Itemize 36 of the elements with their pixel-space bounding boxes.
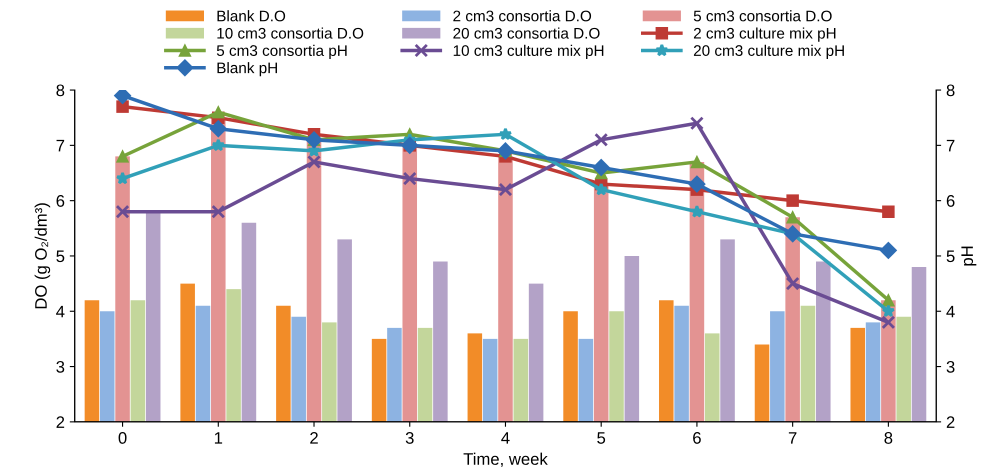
legend-label: 10 cm3 culture mix pH <box>454 44 604 60</box>
y2-tick-label: 6 <box>946 195 954 207</box>
y2-tick-label: 7 <box>946 140 954 152</box>
x-tick-label: 6 <box>693 432 701 444</box>
legend-label: 2 cm3 consortia D.O <box>453 10 592 22</box>
y-tick-label: 8 <box>56 84 64 96</box>
y2-tick-label: 2 <box>946 416 954 428</box>
y2-tick-label: 3 <box>946 360 954 373</box>
legend-label: 10 cm3 consortia D.O <box>217 27 364 39</box>
legend-label: Blank D.O <box>217 10 286 22</box>
x-tick-label: 1 <box>214 432 222 444</box>
x-axis-title: Time, week <box>464 452 548 467</box>
y-axis-title: DO (g O₂/dm³) <box>34 203 50 308</box>
y-tick-label: 4 <box>56 306 64 318</box>
legend-label: Blank pH <box>217 62 277 76</box>
legend-label: 5 cm3 consortia D.O <box>694 10 832 22</box>
y2-axis-title: pH <box>961 246 976 266</box>
y-tick-label: 5 <box>56 250 64 262</box>
x-tick-label: 0 <box>118 432 127 444</box>
x-tick-label: 4 <box>501 432 510 444</box>
legend-label: 2 cm3 culture mix pH <box>694 27 836 42</box>
x-tick-label: 7 <box>788 432 796 444</box>
y2-tick-label: 8 <box>946 84 955 96</box>
x-tick-label: 5 <box>597 432 606 444</box>
legend-label: 20 cm3 culture mix pH <box>694 44 844 60</box>
y-tick-label: 3 <box>56 360 64 373</box>
y-tick-label: 7 <box>56 140 64 152</box>
y2-tick-label: 4 <box>946 306 955 318</box>
y-tick-label: 6 <box>56 195 64 207</box>
y-tick-label: 2 <box>56 416 64 428</box>
legend-label: 5 cm3 consortia pH <box>216 44 347 60</box>
x-tick-label: 8 <box>884 432 892 444</box>
x-tick-label: 2 <box>310 432 318 444</box>
y2-tick-label: 5 <box>946 250 955 262</box>
legend-label: 20 cm3 consortia D.O <box>453 27 600 39</box>
x-tick-label: 3 <box>406 432 414 444</box>
